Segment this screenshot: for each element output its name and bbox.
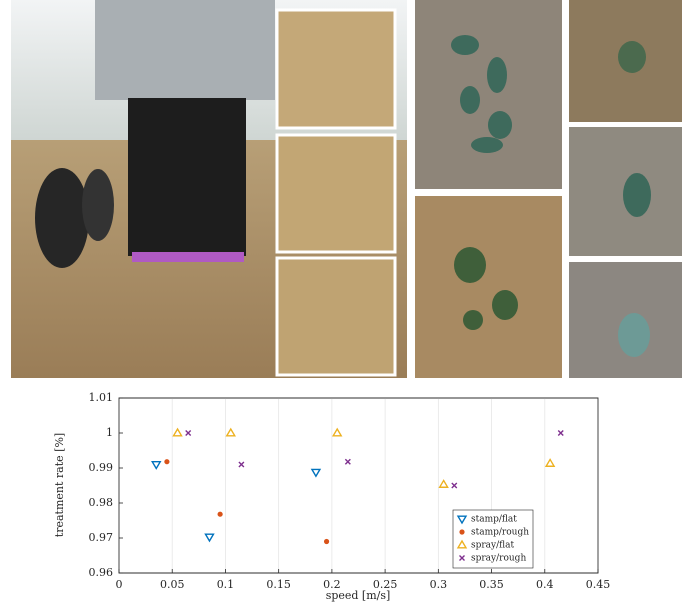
y-tick-label: 1.01 — [89, 391, 114, 404]
x-tick-label: 0.3 — [430, 578, 448, 591]
y-tick-label: 0.98 — [89, 496, 114, 509]
leaves — [451, 35, 651, 357]
point — [238, 461, 245, 468]
point — [217, 511, 223, 517]
y-axis-label: treatment rate [%] — [53, 433, 66, 537]
plant-photo — [415, 0, 562, 189]
legend-box — [452, 509, 534, 569]
x-tick-label: 0.35 — [479, 578, 504, 591]
point — [185, 430, 192, 436]
point — [204, 533, 215, 543]
y-tick-label: 1 — [106, 426, 113, 439]
y-tick-label: 0.99 — [89, 461, 114, 474]
legend-label: stamp/flat — [471, 515, 517, 525]
x-tick-label: 0 — [116, 578, 123, 591]
point — [544, 458, 556, 467]
x-tick-label: 0.25 — [373, 578, 398, 591]
x-tick-label: 0.4 — [536, 578, 554, 591]
point — [225, 427, 236, 437]
plant-photo — [415, 196, 562, 378]
point — [164, 459, 170, 465]
wheel — [82, 169, 114, 241]
point — [344, 458, 351, 465]
inset-photo — [275, 8, 397, 130]
legend-marker — [459, 555, 465, 561]
point — [172, 427, 183, 437]
y-tick-label: 0.97 — [89, 531, 114, 544]
plot-frame — [118, 397, 599, 574]
x-tick-label: 0.05 — [160, 578, 185, 591]
x-tick-label: 0.45 — [586, 578, 611, 591]
legend-marker — [459, 529, 465, 535]
legend-marker — [456, 539, 468, 549]
legend-label: stamp/rough — [471, 528, 529, 538]
legend-marker — [456, 515, 468, 525]
photo-panel — [11, 0, 682, 378]
legend-label: spray/flat — [471, 541, 515, 551]
tool-light — [132, 252, 244, 262]
robot-tool — [128, 98, 246, 256]
wheel — [35, 168, 89, 268]
point — [451, 482, 458, 489]
point — [557, 430, 564, 436]
x-tick-label: 0.2 — [323, 578, 341, 591]
x-tick-label: 0.1 — [217, 578, 235, 591]
legend-label: spray/rough — [471, 554, 526, 564]
inset-photo — [275, 256, 397, 377]
point — [331, 427, 343, 437]
inset-photo — [275, 133, 397, 254]
point — [151, 461, 162, 470]
x-axis-label: speed [m/s] — [326, 589, 391, 602]
point — [310, 468, 322, 478]
point — [323, 538, 330, 545]
point — [438, 479, 449, 488]
robot-frame — [95, 0, 275, 100]
x-tick-label: 0.15 — [266, 578, 291, 591]
chart: treatment rate [%] speed [m/s] — [53, 397, 599, 602]
y-tick-label: 0.96 — [89, 566, 114, 579]
